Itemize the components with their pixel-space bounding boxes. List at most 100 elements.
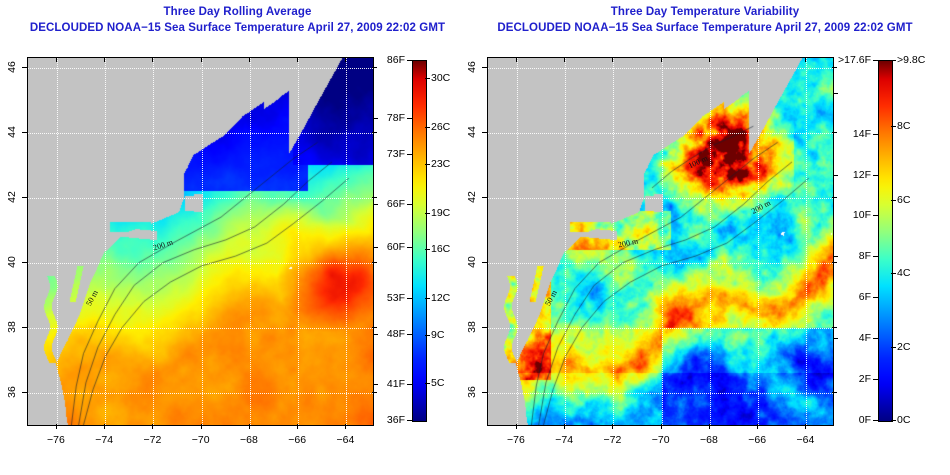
colorbar-label-celsius: 4C [897, 267, 911, 280]
y-tick-right [832, 391, 837, 393]
y-axis-label: 46 [6, 60, 18, 73]
map-raster [488, 58, 833, 425]
y-axis-label: 36 [466, 385, 478, 398]
x-tick [805, 424, 807, 429]
frame-edge-tick [833, 256, 838, 258]
x-tick [515, 424, 517, 429]
colorbar-label-celsius: 0C [897, 414, 911, 426]
y-tick-right [372, 131, 377, 133]
y-axis-label: 40 [6, 255, 18, 268]
colorbar-label-celsius: 2C [897, 340, 911, 353]
y-axis-label: 46 [466, 60, 478, 73]
colorbar-label-fahrenheit: 6F [858, 291, 871, 304]
y-tick-right [372, 196, 377, 198]
x-tick-top [104, 57, 106, 62]
colorbar-tick-fahrenheit [407, 247, 412, 249]
colorbar-tick-celsius [891, 126, 896, 128]
colorbar-label-celsius: 8C [897, 120, 911, 133]
colorbar-temperature[interactable] [412, 60, 427, 422]
x-axis-label: −64 [796, 434, 815, 446]
y-tick [482, 326, 487, 328]
colorbar-tick-fahrenheit [407, 384, 412, 385]
x-tick-top [805, 57, 807, 62]
map-sst-variability[interactable]: 50 m 100 m 200 m 200 m [487, 57, 834, 426]
y-tick [22, 391, 27, 393]
x-axis-label: −76 [507, 434, 525, 446]
x-tick [757, 424, 759, 429]
y-tick-right [832, 261, 837, 263]
colorbar-tick-fahrenheit [873, 420, 878, 421]
colorbar-tick-fahrenheit [407, 333, 412, 335]
x-tick [152, 424, 154, 429]
colorbar-tick-fahrenheit [407, 153, 412, 155]
colorbar-label-celsius: 9C [431, 328, 445, 341]
colorbar-tick-fahrenheit [873, 379, 878, 381]
y-tick-right [372, 326, 377, 328]
y-tick-right [832, 131, 837, 133]
y-tick [482, 131, 487, 133]
frame-edge-tick [833, 174, 838, 176]
colorbar-tick-celsius [891, 420, 896, 421]
colorbar-label-celsius: 30C [431, 72, 451, 85]
x-tick [248, 424, 250, 429]
y-axis-label: 42 [466, 190, 478, 203]
x-tick [345, 424, 347, 429]
x-axis-label: −64 [336, 434, 355, 446]
x-tick [612, 424, 614, 429]
colorbar-label-celsius: 19C [431, 206, 451, 219]
x-axis-label: −70 [191, 434, 210, 446]
x-axis-label: −74 [555, 434, 574, 446]
x-axis-label: −66 [748, 434, 767, 446]
map-sst-rolling-average[interactable]: 50 m 200 m [27, 57, 374, 426]
frame-edge-tick [373, 333, 378, 335]
x-tick-top [564, 57, 566, 62]
y-tick [22, 131, 27, 133]
x-axis-label: −72 [143, 434, 162, 446]
colorbar-variability[interactable] [878, 60, 893, 422]
colorbar-tick-celsius [425, 297, 430, 299]
colorbar-label-celsius: 26C [431, 121, 451, 134]
colorbar-tick-celsius [425, 334, 430, 336]
x-tick-top [612, 57, 614, 62]
x-axis-label: −70 [651, 434, 670, 446]
frame-edge-tick [373, 204, 378, 205]
panel-sst-variability: Three Day Temperature Variability DECLOU… [460, 0, 950, 475]
colorbar-label-fahrenheit: 66F [386, 198, 405, 210]
colorbar-tick-fahrenheit [873, 60, 878, 61]
colorbar-label-fahrenheit: 48F [386, 327, 405, 340]
panel-right-title-main: Three Day Temperature Variability [610, 6, 800, 18]
axes-left-panel: −76 −74 −72 −70 −68 −66 −64 46 44 42 40 38 36 [6, 57, 377, 446]
colorbar-tick-celsius [891, 199, 896, 201]
colorbar-tick-celsius [425, 249, 430, 251]
colorbar-tick-fahrenheit [873, 297, 878, 299]
colorbar-tick-fahrenheit [873, 133, 878, 135]
x-tick [660, 424, 662, 429]
x-tick [297, 424, 299, 429]
y-tick [482, 261, 487, 263]
x-tick-top [757, 57, 759, 62]
y-tick [22, 326, 27, 328]
y-tick [482, 196, 487, 198]
colorbar-tick-fahrenheit [407, 60, 412, 61]
y-tick-right [372, 391, 377, 393]
panel-sst-rolling-average: Three Day Rolling Average DECLOUDED NOAA… [30, 6, 445, 34]
y-tick [22, 261, 27, 263]
colorbar-tick-fahrenheit [407, 204, 412, 205]
y-tick-right [832, 326, 837, 328]
y-tick-right [832, 196, 837, 198]
y-axis-label: 38 [466, 320, 478, 333]
colorbar-tick-fahrenheit [873, 256, 878, 258]
x-axis-label: −76 [47, 434, 65, 446]
colorbar-label-fahrenheit: 12F [852, 168, 871, 181]
colorbar-label-celsius: 6C [897, 193, 911, 206]
colorbar-label-celsius: 5C [431, 377, 445, 390]
colorbar-tick-fahrenheit [873, 215, 878, 217]
x-axis-label: −66 [288, 434, 307, 446]
colorbar-label-fahrenheit: >17.6F [838, 54, 871, 66]
x-tick-top [248, 57, 250, 62]
colorbar-tick-fahrenheit [407, 420, 412, 421]
colorbar-label-fahrenheit: 10F [852, 209, 871, 222]
colorbar-label-fahrenheit: 78F [386, 111, 405, 124]
colorbar-label-fahrenheit: 2F [858, 373, 871, 386]
colorbar-label-fahrenheit: 53F [386, 291, 405, 304]
